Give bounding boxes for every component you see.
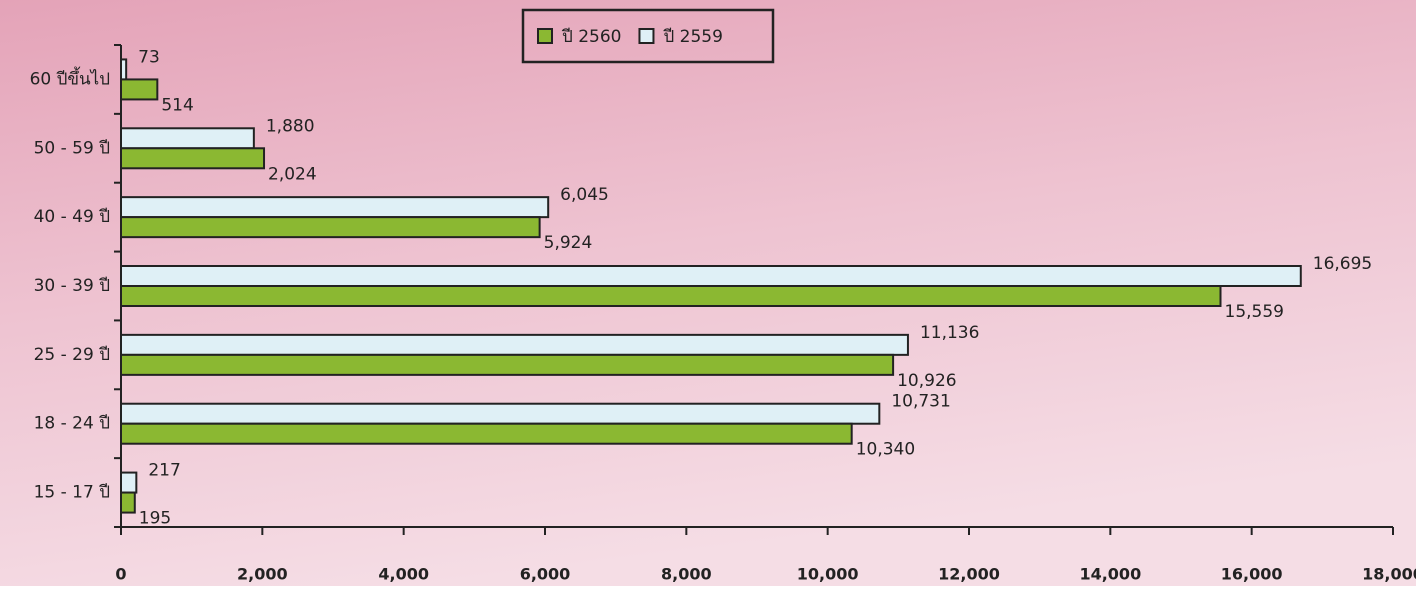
legend-box — [521, 8, 775, 64]
category-label: 30 - 39 ปี — [34, 276, 110, 296]
value-label: 6,045 — [560, 185, 609, 205]
value-label: 16,695 — [1313, 254, 1372, 274]
value-label: 1,880 — [266, 116, 315, 136]
x-tick-label: 8,000 — [661, 565, 712, 584]
value-label: 73 — [138, 47, 160, 67]
value-label: 2,024 — [268, 164, 317, 184]
value-label: 10,731 — [891, 392, 950, 412]
value-label: 514 — [161, 95, 193, 115]
bar — [120, 353, 895, 376]
category-label: 18 - 24 ปี — [34, 414, 110, 434]
x-tick-label: 0 — [115, 565, 126, 584]
x-tick-label: 6,000 — [520, 565, 571, 584]
legend-label: ปี 2559 — [663, 27, 723, 47]
value-label: 15,559 — [1225, 302, 1284, 322]
category-label: 50 - 59 ปี — [34, 138, 110, 158]
x-tick-label: 2,000 — [237, 565, 288, 584]
bar — [120, 78, 159, 101]
category-label: 25 - 29 ปี — [34, 345, 110, 365]
bar — [120, 422, 853, 445]
x-tick-label: 18,000 — [1362, 565, 1416, 584]
bar — [120, 127, 255, 150]
bar — [120, 471, 138, 494]
legend-swatch — [537, 28, 553, 44]
value-label: 217 — [148, 461, 180, 481]
value-label: 11,136 — [920, 323, 979, 343]
x-tick-label: 10,000 — [797, 565, 859, 584]
category-label: 40 - 49 ปี — [34, 207, 110, 227]
bar — [120, 285, 1222, 307]
bar — [120, 147, 266, 170]
value-label: 10,340 — [856, 440, 915, 460]
x-tick-label: 14,000 — [1079, 565, 1141, 584]
category-label: 60 ปีขึ้นไป — [30, 66, 110, 89]
bar — [120, 333, 909, 356]
bar — [120, 402, 881, 425]
value-label: 10,926 — [897, 371, 956, 391]
bar — [120, 196, 550, 219]
bar — [120, 265, 1302, 287]
category-label: 15 - 17 ปี — [34, 483, 110, 503]
x-tick-label: 12,000 — [938, 565, 1000, 584]
bar — [120, 58, 128, 81]
x-tick-label: 16,000 — [1221, 565, 1283, 584]
bar — [120, 216, 541, 239]
legend-label: ปี 2560 — [561, 27, 621, 47]
legend-swatch — [638, 28, 655, 44]
bar — [120, 491, 136, 514]
x-tick-label: 4,000 — [378, 565, 429, 584]
value-label: 5,924 — [544, 233, 593, 253]
value-label: 195 — [139, 509, 171, 529]
